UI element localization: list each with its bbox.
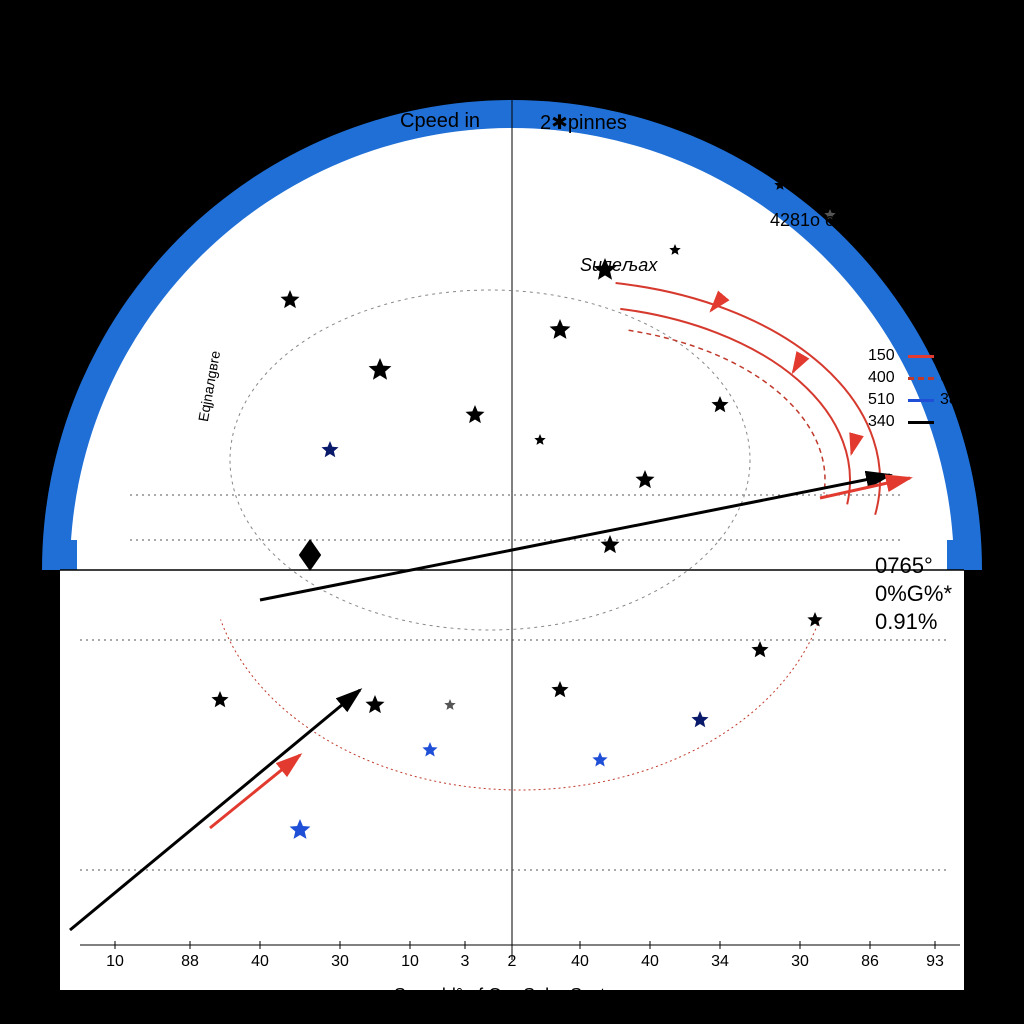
x-tick-label: 34 — [711, 953, 729, 971]
x-tick-label: 30 — [791, 953, 809, 971]
x-tick-label: 30 — [331, 953, 349, 971]
right-readouts: 0765°0%G%*0.91% — [875, 552, 952, 636]
header-right: 2✱pinnes — [540, 110, 627, 135]
legend-row: 510381% — [868, 389, 981, 411]
header-left: Cpeed in — [400, 110, 480, 133]
annotation-mid: Sцяељах — [580, 255, 657, 276]
chart-svg — [0, 0, 1024, 1024]
x-tick-label: 93 — [926, 953, 944, 971]
x-tick-label: 86 — [861, 953, 879, 971]
x-tick-label: 40 — [641, 953, 659, 971]
x-tick-label: 10 — [401, 953, 419, 971]
x-tick-label: 40 — [571, 953, 589, 971]
x-tick-label: 3 — [461, 953, 470, 971]
legend-row: 340 — [868, 411, 981, 433]
legend: 15045%40068510381%340 — [868, 345, 981, 433]
legend-row: 15045% — [868, 345, 981, 367]
readout-line: 0.91% — [875, 608, 952, 636]
x-tick-label: 40 — [251, 953, 269, 971]
legend-row: 40068 — [868, 367, 981, 389]
x-axis-title: Speedd° of Our Solar System — [394, 985, 630, 1006]
x-tick-label: 88 — [181, 953, 199, 971]
x-tick-label: 2 — [508, 953, 517, 971]
annotation-topright: 4281o o — [770, 210, 835, 231]
x-tick-label: 10 — [106, 953, 124, 971]
readout-line: 0%G%* — [875, 580, 952, 608]
figure-canvas: Cpeed in 2✱pinnes 4281o o Sцяељах Eqjnaл… — [0, 0, 1024, 1024]
readout-line: 0765° — [875, 552, 952, 580]
